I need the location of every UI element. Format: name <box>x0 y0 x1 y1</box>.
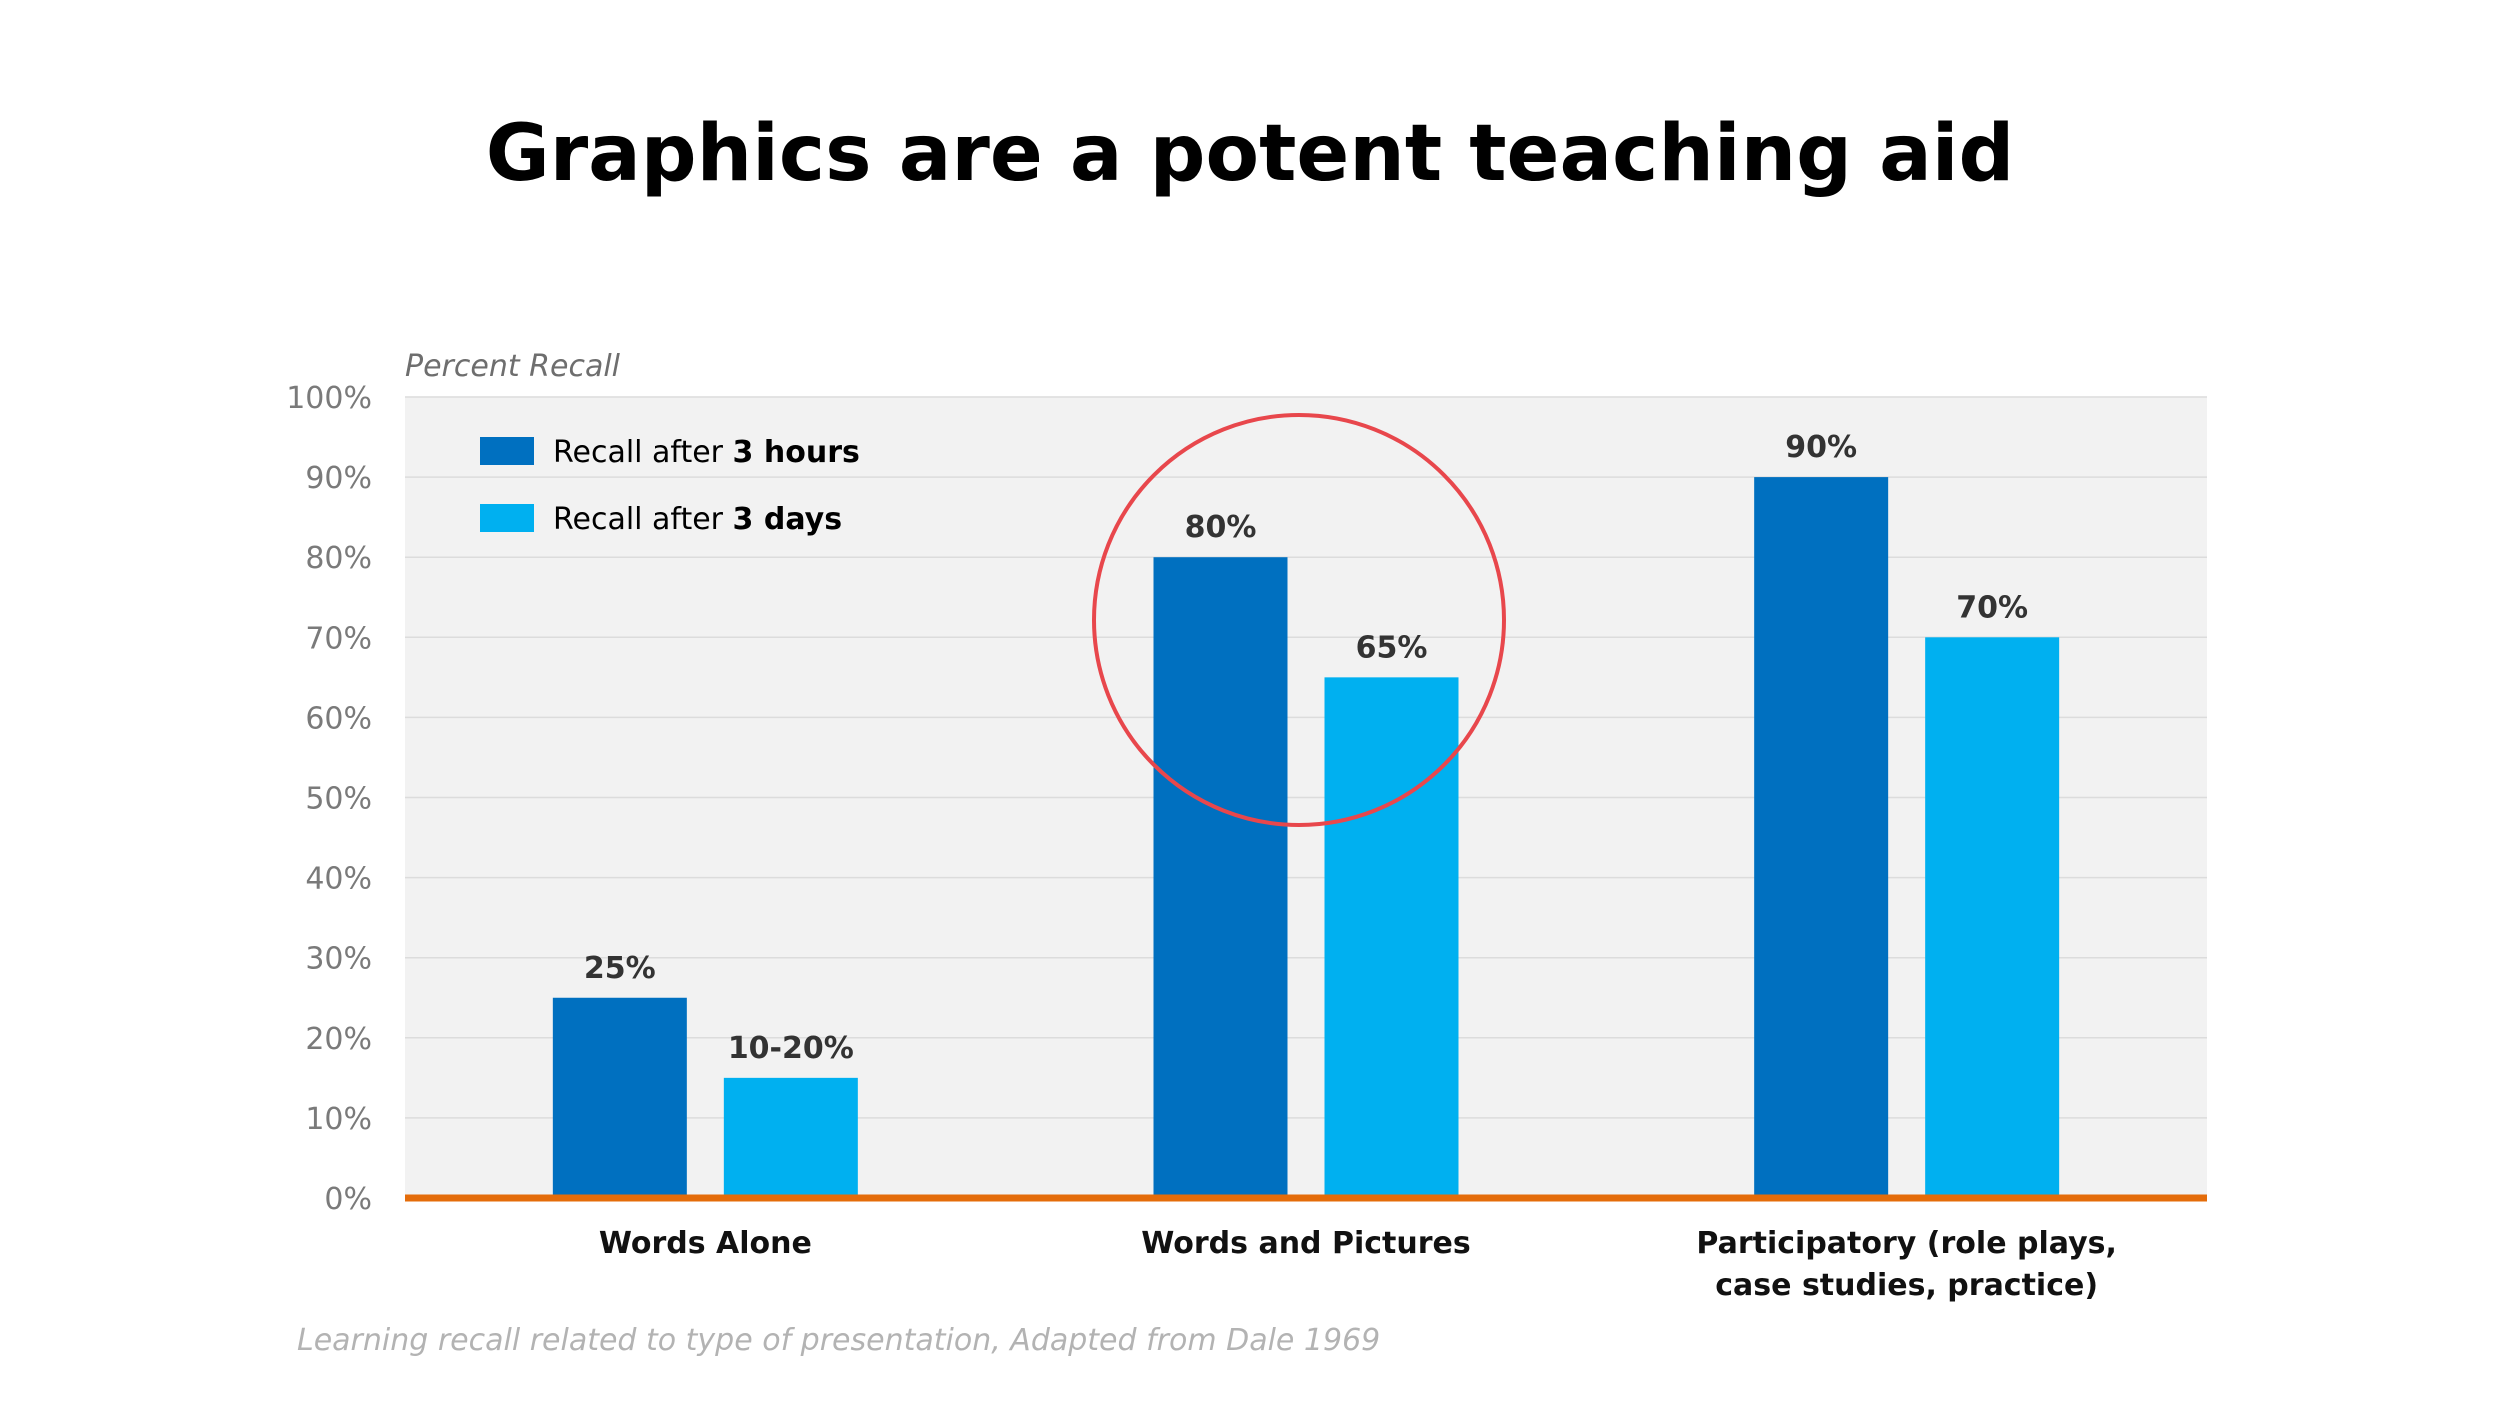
legend-entry: Recall after 3 days <box>553 502 842 537</box>
legend-emphasis: 3 days <box>733 502 843 537</box>
legend-swatch <box>480 437 534 465</box>
legend-prefix: Recall after <box>553 435 733 470</box>
x-tick-label: case studies, practice) <box>1715 1268 2098 1303</box>
legend-prefix: Recall after <box>553 502 733 537</box>
y-tick-label: 20% <box>305 1022 372 1057</box>
x-tick-label: Words and Pictures <box>1141 1226 1470 1261</box>
bar <box>1324 677 1459 1198</box>
data-label: 70% <box>1956 590 2028 625</box>
y-tick-label: 10% <box>305 1102 372 1137</box>
data-label: 65% <box>1356 630 1428 665</box>
data-label: 10-20% <box>728 1031 854 1066</box>
y-axis-label: Percent Recall <box>405 349 621 384</box>
legend-entry: Recall after 3 hours <box>553 435 860 470</box>
highlight-circle <box>1092 413 1506 827</box>
y-tick-label: 100% <box>286 381 372 416</box>
data-label: 80% <box>1185 510 1257 545</box>
source-caption: Learning recall related to type of prese… <box>297 1323 1380 1358</box>
y-tick-label: 80% <box>305 541 372 576</box>
legend-emphasis: 3 hours <box>733 435 860 470</box>
bar <box>723 1077 858 1198</box>
data-label: 90% <box>1785 430 1857 465</box>
y-tick-label: 50% <box>305 782 372 817</box>
y-tick-label: 30% <box>305 942 372 977</box>
x-tick-label: Participatory (role plays, <box>1696 1226 2116 1261</box>
chart-title: Graphics are a potent teaching aid <box>486 109 2015 199</box>
data-label: 25% <box>584 951 656 986</box>
y-tick-label: 40% <box>305 862 372 897</box>
bar <box>1754 477 1889 1199</box>
y-tick-label: 0% <box>324 1182 372 1217</box>
bar <box>1925 637 2060 1198</box>
plot-area: 0% 10% 20% 30% 40% 50% 60% 70% 80% 90% 100% 25% 10-2… <box>286 381 2207 1303</box>
bar <box>1153 557 1288 1198</box>
legend-swatch <box>480 504 534 532</box>
y-tick-label: 60% <box>305 701 372 736</box>
y-tick-label: 70% <box>305 621 372 656</box>
bar <box>552 997 687 1198</box>
y-tick-label: 90% <box>305 461 372 496</box>
x-tick-label: Words Alone <box>599 1226 812 1261</box>
